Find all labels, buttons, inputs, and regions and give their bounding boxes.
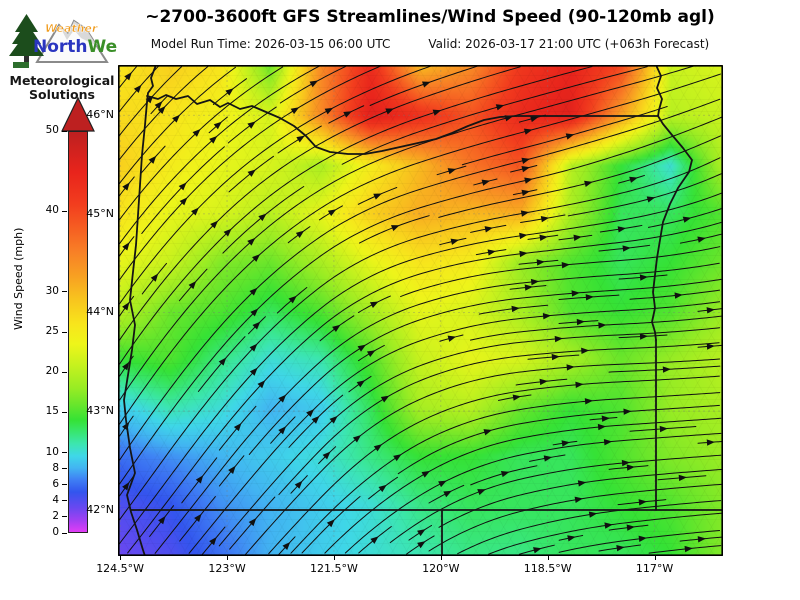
colorbar-tick-label: 40: [45, 204, 59, 217]
colorbar-tick-mark: [62, 468, 67, 470]
colorbar-tick-label: 20: [45, 365, 59, 378]
colorbar-tick-label: 2: [52, 509, 59, 522]
lon-tick-label: 120°W: [422, 562, 460, 575]
lon-tick-mark: [120, 556, 122, 560]
lon-tick-mark: [227, 556, 229, 560]
colorbar-tick-label: 25: [45, 325, 59, 337]
colorbar-tick-label: 8: [52, 461, 59, 474]
lon-tick-mark: [654, 556, 656, 560]
colorbar-tick-label: 30: [45, 284, 59, 297]
valid-time: Valid: 2026-03-17 21:00 UTC (+063h Forec…: [428, 37, 710, 51]
colorbar-tick-label: 6: [52, 477, 59, 490]
lat-tick-label: 46°N: [86, 108, 114, 122]
lat-tick-label: 44°N: [86, 305, 114, 319]
model-run-time: Model Run Time: 2026-03-15 06:00 UTC: [150, 37, 391, 51]
lon-tick-mark: [547, 556, 549, 560]
colorbar-tick-mark: [62, 210, 67, 212]
colorbar-tick-mark: [62, 516, 67, 518]
lon-tick-label: 123°W: [208, 562, 246, 575]
colorbar-tick-label: 15: [45, 405, 59, 418]
lat-tick-label: 45°N: [86, 206, 114, 220]
map-area: [118, 65, 723, 556]
pine-tree-icon: [9, 14, 44, 62]
colorbar-tick-mark: [62, 291, 67, 293]
lon-tick-mark: [333, 556, 335, 560]
colorbar-tick-mark: [62, 484, 67, 486]
colorbar-tick-mark: [62, 532, 67, 534]
lon-tick-label: 121.5°W: [309, 562, 358, 575]
colorbar-tick-mark: [62, 331, 67, 333]
logo-subtitle-line1: Meteorological: [9, 73, 115, 88]
lon-tick-label: 124.5°W: [96, 562, 145, 575]
colorbar-tick-label: 4: [52, 493, 59, 506]
colorbar-tick-mark: [62, 371, 67, 373]
logo-weather-text: Weather: [45, 22, 98, 35]
colorbar-tick-mark: [62, 452, 67, 454]
lon-tick-label: 117°W: [635, 562, 674, 575]
subtitle: Model Run Time: 2026-03-15 06:00 UTC Vali…: [60, 37, 800, 51]
lat-tick-label: 43°N: [86, 404, 114, 418]
logo-north-text: North: [33, 37, 88, 57]
lon-tick-label: 118.5°W: [523, 562, 572, 575]
logo-base-mark: [13, 62, 29, 68]
mountain-shading: [59, 21, 97, 46]
colorbar-tick-label: 50: [45, 124, 59, 136]
lon-tick-mark: [440, 556, 442, 560]
page-title: ~2700-3600ft GFS Streamlines/Wind Speed …: [145, 7, 715, 27]
colorbar-tick-mark: [62, 411, 67, 413]
map-canvas: [118, 65, 723, 556]
lat-tick-label: 42°N: [86, 502, 114, 516]
colorbar-tick-mark: [62, 500, 67, 502]
colorbar-tick-mark: [62, 130, 67, 132]
colorbar-gradient: [68, 131, 88, 533]
colorbar-tick-label: 10: [45, 445, 59, 458]
colorbar-tick-label: 0: [52, 526, 59, 538]
